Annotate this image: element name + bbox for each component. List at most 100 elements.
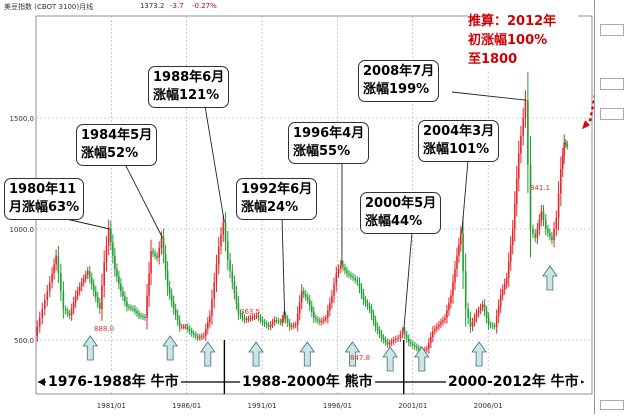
price-body <box>63 291 65 309</box>
callout-line: 涨幅101% <box>423 141 494 159</box>
price-body <box>369 306 371 309</box>
price-body <box>103 262 105 285</box>
side-widget[interactable] <box>600 108 624 120</box>
price-body <box>177 315 179 321</box>
price-body <box>185 327 187 328</box>
side-widget[interactable] <box>600 24 624 36</box>
price-body <box>220 235 222 247</box>
price-body <box>416 347 418 348</box>
forecast-line: 推算：2012年 <box>468 12 578 31</box>
price-body <box>530 165 532 229</box>
price-body <box>87 271 89 275</box>
side-widget[interactable] <box>600 78 624 90</box>
price-body <box>498 306 500 316</box>
price-body <box>75 296 77 303</box>
price-body <box>381 334 383 338</box>
price-body <box>551 236 553 240</box>
price-body <box>268 325 270 326</box>
price-body <box>101 286 103 309</box>
price-body <box>558 193 560 217</box>
callout-line: 涨幅44% <box>365 213 436 231</box>
price-body <box>465 271 467 309</box>
price-body <box>205 329 207 336</box>
price-body <box>36 327 38 336</box>
price-body <box>227 241 229 260</box>
forecast-line: 初涨幅100% <box>468 31 578 50</box>
price-body <box>234 282 236 292</box>
price-body <box>452 282 454 295</box>
price-body <box>77 291 79 295</box>
price-body <box>244 318 246 320</box>
price-body <box>303 291 305 294</box>
price-label: 841.1 <box>530 184 550 192</box>
callout-2000: 2000年5月 涨幅44% <box>360 192 441 234</box>
price-body <box>213 282 215 299</box>
era-label: 2000-2012年 牛市 <box>446 371 581 391</box>
price-body <box>173 302 175 309</box>
price-body <box>402 331 404 334</box>
price-body <box>225 222 227 241</box>
price-body <box>248 319 250 320</box>
price-body <box>486 311 488 318</box>
price-body <box>309 300 311 306</box>
price-body <box>112 242 114 255</box>
price-body <box>470 318 472 327</box>
price-body <box>560 169 562 193</box>
price-body <box>142 316 144 317</box>
callout-line: 涨幅199% <box>363 81 434 99</box>
instrument-title: 美豆指数 (CBOT 3100)月线 <box>4 2 93 12</box>
price-body <box>211 299 213 316</box>
price-body <box>346 270 348 273</box>
price-body <box>272 322 274 324</box>
price-body <box>169 287 171 294</box>
price-body <box>116 269 118 276</box>
price-body <box>58 256 60 274</box>
price-body <box>532 229 534 233</box>
callout-line: 1980年11 <box>9 181 79 199</box>
price-body <box>175 309 177 315</box>
price-body <box>150 251 152 273</box>
price-body <box>154 253 156 255</box>
era-label: 1988-2000年 熊市 <box>240 371 375 391</box>
price-body <box>467 309 469 318</box>
price-body <box>165 254 167 270</box>
price-body <box>276 320 278 321</box>
price-body <box>163 238 165 254</box>
price-body <box>158 248 160 258</box>
price-body <box>359 282 361 288</box>
price-body <box>60 273 62 291</box>
price-body <box>363 294 365 300</box>
price-body <box>55 256 57 265</box>
scroll-button[interactable] <box>600 400 624 410</box>
price-body <box>270 324 272 326</box>
price-body <box>260 318 262 320</box>
price-body <box>181 327 183 328</box>
last-price: 1373.2 <box>140 2 165 10</box>
price-body <box>456 256 458 269</box>
y-tick-label: 1500.0 <box>10 115 35 123</box>
price-body <box>331 296 333 303</box>
callout-1984: 1984年5月 涨幅52% <box>76 124 157 166</box>
price-body <box>566 144 568 146</box>
price-body <box>136 311 138 313</box>
price-body <box>508 262 510 278</box>
price-body <box>438 324 440 326</box>
price-body <box>474 318 476 322</box>
price-body <box>418 348 420 349</box>
price-body <box>193 333 195 334</box>
forecast-line: 至1800 <box>468 50 578 69</box>
price-body <box>183 327 185 328</box>
price-body <box>91 278 93 285</box>
price-body <box>197 336 199 337</box>
price-body <box>335 273 337 284</box>
price-body <box>118 276 120 283</box>
price-body <box>432 331 434 337</box>
price-body <box>203 336 205 337</box>
price-body <box>229 260 231 271</box>
price-body <box>130 307 132 308</box>
price-body <box>444 318 446 320</box>
price-body <box>391 341 393 342</box>
price-body <box>460 233 462 244</box>
price-body <box>389 343 391 344</box>
